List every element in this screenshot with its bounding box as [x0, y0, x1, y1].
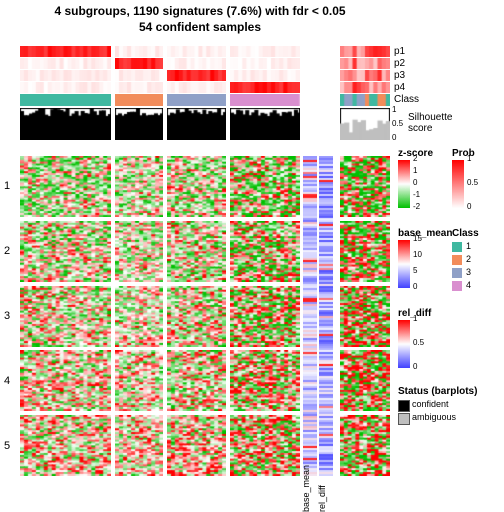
silhouette-label: Silhouette score: [408, 112, 452, 134]
ann-label-p4: p4: [394, 82, 405, 93]
row-label-2: 2: [4, 245, 10, 257]
legend-Status: Status (barplots): [398, 386, 477, 397]
row-label-5: 5: [4, 440, 10, 452]
legend-base_mean: base_mean: [398, 228, 452, 239]
legend-Class: Class: [452, 228, 479, 239]
ann-label-p3: p3: [394, 70, 405, 81]
ann-label-p1: p1: [394, 46, 405, 57]
side-col-label-base_mean: base_mean: [301, 465, 311, 512]
title-line-1: 4 subgroups, 1190 signatures (7.6%) with…: [20, 4, 380, 18]
row-label-4: 4: [4, 375, 10, 387]
ann-label-p2: p2: [394, 58, 405, 69]
class-label: Class: [394, 94, 419, 105]
side-col-label-rel_diff: rel_diff: [317, 485, 327, 512]
row-label-3: 3: [4, 310, 10, 322]
row-label-1: 1: [4, 180, 10, 192]
title-line-2: 54 confident samples: [20, 20, 380, 34]
